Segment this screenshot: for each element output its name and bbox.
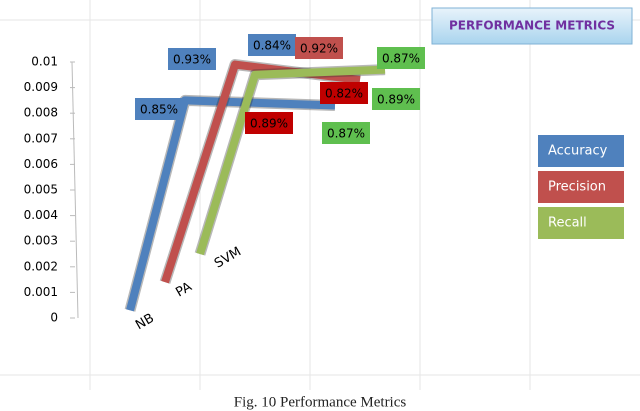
series-line — [196, 65, 386, 256]
y-tick-label: 0.01 — [31, 55, 58, 69]
legend-label: Precision — [548, 180, 606, 195]
annotation: 0.85% — [140, 103, 178, 117]
y-tick-label: 0.004 — [24, 208, 58, 222]
y-tick-label: 0.002 — [24, 259, 58, 273]
annotation: 0.89% — [250, 117, 288, 131]
annotation-box — [168, 48, 216, 70]
annotation-box — [245, 112, 293, 134]
annotation: 0.82% — [325, 87, 363, 101]
annotation: 0.84% — [253, 39, 291, 53]
annotation-box — [372, 88, 420, 110]
annotation: 0.93% — [173, 53, 211, 67]
annotation: 0.87% — [382, 52, 420, 66]
y-tick-label: 0.001 — [24, 285, 58, 299]
chart-title: PERFORMANCE METRICS — [449, 19, 615, 33]
legend-label: Recall — [548, 216, 587, 231]
series-line — [126, 96, 336, 312]
y-tick-label: 0 — [50, 311, 58, 325]
annotation: 0.87% — [327, 127, 365, 141]
annotation-box — [295, 37, 343, 59]
legend-swatch — [538, 171, 624, 203]
annotation-box — [320, 82, 368, 104]
annotation: 0.92% — [300, 42, 338, 56]
y-tick-label: 0.006 — [24, 157, 58, 171]
legend-swatch — [538, 207, 624, 239]
y-tick-label: 0.007 — [24, 131, 58, 145]
annotation-box — [135, 98, 183, 120]
y-tick-label: 0.003 — [24, 234, 58, 248]
legend-label: Accuracy — [548, 144, 608, 159]
depth-label: PA — [173, 279, 194, 300]
annotation-box — [248, 34, 296, 56]
annotation: 0.89% — [377, 93, 415, 107]
annotation-box — [377, 47, 425, 69]
depth-label: NB — [133, 311, 157, 333]
y-tick-label: 0.005 — [24, 183, 58, 197]
title-box — [431, 7, 633, 45]
legend-swatch — [538, 135, 624, 167]
depth-label: SVM — [212, 244, 244, 271]
y-tick-label: 0.009 — [24, 80, 58, 94]
y-tick-label: 0.008 — [24, 106, 58, 120]
caption: Fig. 10 Performance Metrics — [234, 394, 407, 410]
annotation-box — [322, 122, 370, 144]
